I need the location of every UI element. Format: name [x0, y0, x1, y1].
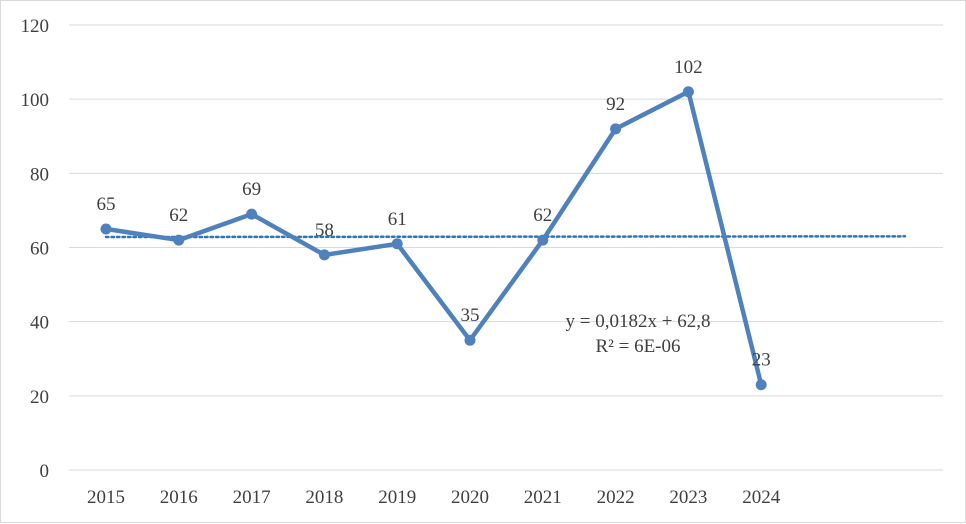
x-tick-label: 2023: [669, 487, 707, 508]
data-point: [173, 234, 185, 246]
data-label: 35: [461, 305, 480, 326]
x-tick-label: 2015: [87, 487, 125, 508]
trendline-line: [104, 235, 907, 239]
data-label: 23: [752, 350, 771, 371]
y-tick-label: 80: [30, 164, 49, 185]
trendline-equation: y = 0,0182x + 62,8 R² = 6E-06: [566, 311, 711, 357]
y-tick-label: 40: [30, 313, 49, 334]
trendline: [104, 235, 907, 239]
y-tick-label: 60: [30, 239, 49, 260]
data-point: [682, 86, 694, 98]
y-tick-label: 20: [30, 387, 49, 408]
data-label: 62: [533, 205, 552, 226]
data-label: 102: [674, 57, 703, 78]
data-point: [537, 234, 549, 246]
y-tick-label: 0: [40, 461, 50, 482]
series: [100, 86, 767, 391]
data-label: 69: [242, 179, 261, 200]
data-labels: 65 62 69 58 61 35 62 92 102 23: [97, 57, 771, 371]
data-label: 92: [606, 94, 625, 115]
x-tick-label: 2020: [451, 487, 489, 508]
x-tick-label: 2018: [305, 487, 343, 508]
gridlines: [69, 24, 943, 397]
data-point: [391, 238, 403, 250]
x-tick-label: 2024: [742, 487, 781, 508]
x-tick-label: 2021: [524, 487, 562, 508]
data-point: [610, 123, 622, 135]
data-point: [246, 208, 258, 220]
series-line: [103, 89, 764, 387]
data-point: [100, 223, 112, 235]
x-tick-label: 2017: [233, 487, 271, 508]
trendline-equation-text: y = 0,0182x + 62,8: [566, 311, 711, 332]
data-point: [755, 379, 767, 391]
data-label: 65: [97, 194, 116, 215]
y-tick-label: 100: [21, 90, 50, 111]
axes: 0 20 40 60 80 100 120 2015 2016 2017 2018 2019 2020 2…: [21, 16, 943, 508]
x-tick-label: 2016: [160, 487, 198, 508]
x-tick-label: 2019: [378, 487, 416, 508]
x-tick-label: 2022: [597, 487, 635, 508]
data-point: [464, 334, 476, 346]
data-label: 62: [169, 205, 188, 226]
y-tick-label: 120: [21, 16, 50, 37]
data-label: 61: [388, 209, 407, 230]
data-label: 58: [315, 220, 334, 241]
data-point: [318, 249, 330, 261]
trendline-r2-text: R² = 6E-06: [595, 336, 680, 357]
